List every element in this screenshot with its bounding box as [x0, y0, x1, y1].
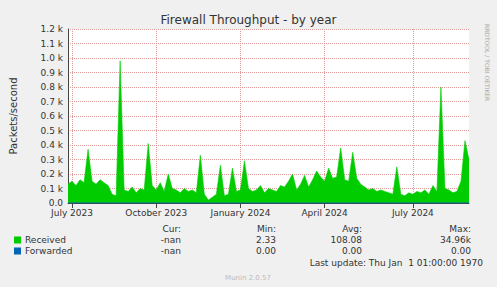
- svg-text:Last update: Thu Jan 1 01:00:: Last update: Thu Jan 1 01:00:00 1970: [310, 258, 484, 268]
- svg-text:2.33: 2.33: [256, 235, 276, 245]
- svg-text:34.96k: 34.96k: [440, 235, 472, 245]
- svg-text:0.8 k: 0.8 k: [41, 82, 64, 92]
- svg-text:0.1 k: 0.1 k: [41, 184, 64, 194]
- svg-text:-nan: -nan: [161, 246, 181, 256]
- svg-text:0.6 k: 0.6 k: [41, 111, 64, 121]
- svg-text:0.0: 0.0: [49, 198, 64, 208]
- svg-text:108.08: 108.08: [331, 235, 363, 245]
- svg-text:1.2 k: 1.2 k: [41, 24, 64, 34]
- svg-text:Munin 2.0.57: Munin 2.0.57: [225, 274, 271, 282]
- svg-text:0.7 k: 0.7 k: [41, 97, 64, 107]
- svg-text:0.5 k: 0.5 k: [41, 126, 64, 136]
- svg-text:1.0 k: 1.0 k: [41, 53, 64, 63]
- svg-text:Max:: Max:: [449, 224, 471, 234]
- svg-text:Avg:: Avg:: [342, 224, 362, 234]
- svg-text:-nan: -nan: [161, 235, 181, 245]
- svg-text:Firewall Throughput - by year: Firewall Throughput - by year: [160, 13, 336, 27]
- svg-text:July 2024: July 2024: [391, 208, 434, 218]
- svg-text:0.4 k: 0.4 k: [41, 140, 64, 150]
- svg-text:0.2 k: 0.2 k: [41, 169, 64, 179]
- svg-text:Packets/second: Packets/second: [8, 78, 19, 155]
- svg-text:October 2023: October 2023: [125, 208, 187, 218]
- svg-text:Forwarded: Forwarded: [25, 246, 72, 256]
- svg-text:January 2024: January 2024: [209, 208, 270, 218]
- svg-text:Min:: Min:: [257, 224, 276, 234]
- svg-text:April 2024: April 2024: [301, 208, 348, 218]
- svg-text:0.00: 0.00: [451, 246, 471, 256]
- svg-text:RRDTOOL / TOBI OETIKER: RRDTOOL / TOBI OETIKER: [484, 24, 491, 101]
- svg-text:0.00: 0.00: [256, 246, 276, 256]
- svg-text:0.3 k: 0.3 k: [41, 155, 64, 165]
- svg-text:0.00: 0.00: [342, 246, 362, 256]
- svg-text:Received: Received: [25, 235, 66, 245]
- svg-text:1.1 k: 1.1 k: [41, 39, 64, 49]
- svg-text:0.9 k: 0.9 k: [41, 68, 64, 78]
- svg-text:Cur:: Cur:: [162, 224, 181, 234]
- svg-text:July 2023: July 2023: [50, 208, 93, 218]
